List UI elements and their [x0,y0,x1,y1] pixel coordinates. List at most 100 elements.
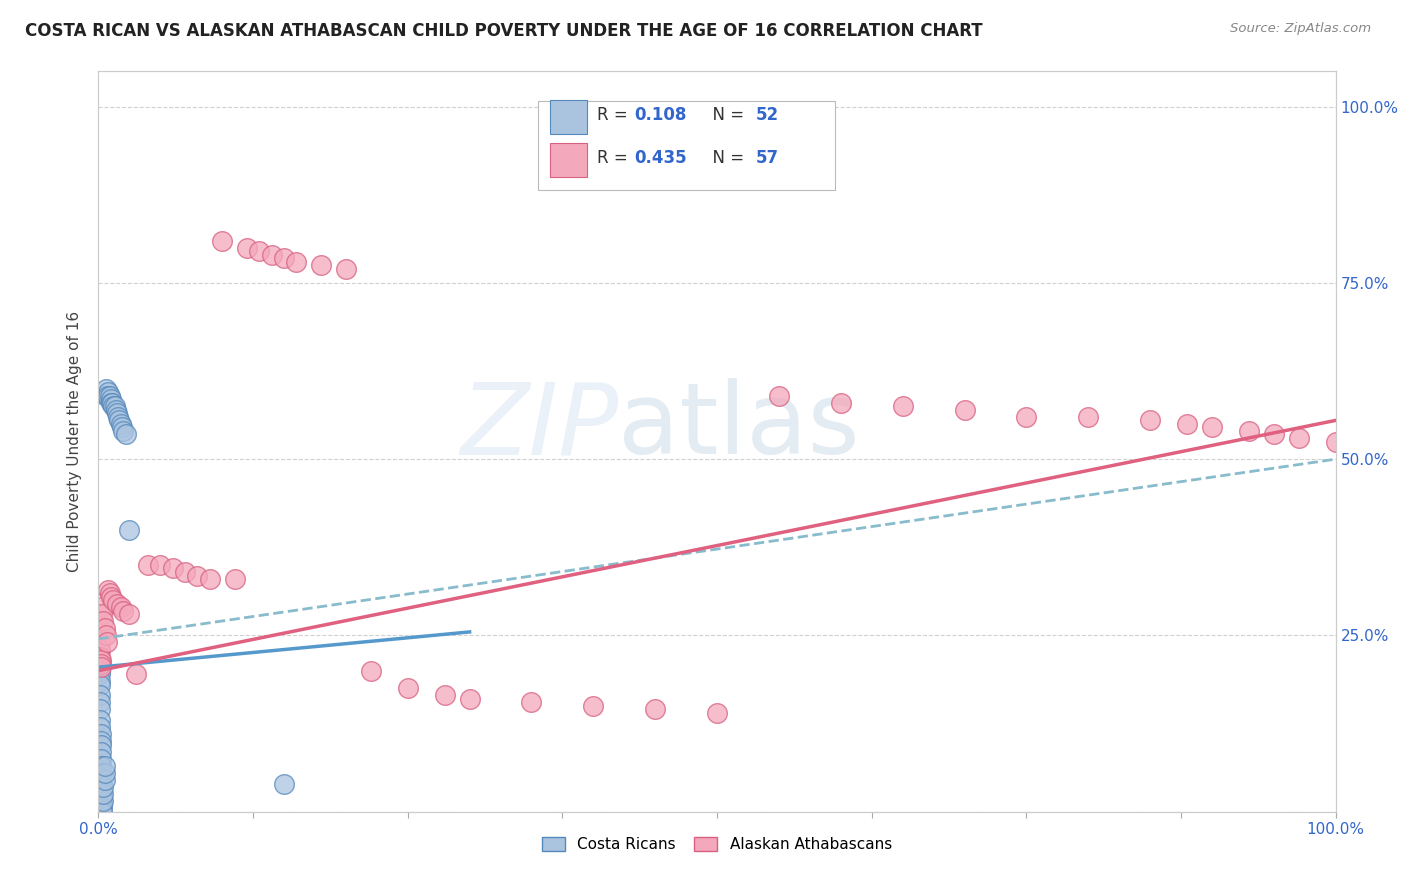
Point [89,657,111,671]
Point [1175,417,1198,431]
Point [108,413,131,427]
Point [94,389,117,403]
Point [112,604,135,618]
Point [1139,413,1161,427]
Point [90,771,112,785]
Text: atlas: atlas [619,378,859,475]
Point [97,582,120,597]
Point [96,389,118,403]
Point [96,635,118,649]
Point [285,254,308,268]
Point [110,417,132,431]
Point [89,642,111,657]
Point [89,649,111,664]
Point [1201,420,1223,434]
Point [110,600,132,615]
Point [104,402,127,417]
Point [1288,431,1310,445]
Point [260,248,283,262]
Text: 52: 52 [755,106,779,124]
Text: N =: N = [702,149,749,167]
Point [582,698,605,713]
Point [768,389,790,403]
Point [103,399,125,413]
Point [90,752,112,766]
Text: R =: R = [598,149,633,167]
Point [107,409,129,424]
Point [89,664,111,678]
Point [520,695,543,709]
Point [891,399,914,413]
Point [458,692,481,706]
Text: 57: 57 [755,149,779,167]
Point [89,713,111,727]
Point [174,565,197,579]
Point [360,664,382,678]
Point [706,706,728,720]
Point [90,734,112,748]
Point [93,615,115,629]
Point [103,593,125,607]
Point [100,392,122,407]
Point [112,424,135,438]
Point [89,695,111,709]
Point [94,382,117,396]
Point [211,234,233,248]
Point [91,797,114,812]
Point [91,607,114,622]
Point [93,621,115,635]
Point [91,785,114,799]
Point [247,244,270,259]
Point [93,759,115,773]
Point [198,572,221,586]
Point [103,399,125,413]
Point [89,667,111,681]
Point [98,586,121,600]
Point [89,689,111,703]
FancyBboxPatch shape [537,101,835,190]
FancyBboxPatch shape [550,100,588,135]
Text: N =: N = [702,106,749,124]
Text: 0.108: 0.108 [634,106,686,124]
Point [236,241,259,255]
Point [91,600,114,615]
Text: COSTA RICAN VS ALASKAN ATHABASCAN CHILD POVERTY UNDER THE AGE OF 16 CORRELATION : COSTA RICAN VS ALASKAN ATHABASCAN CHILD … [25,22,983,40]
Point [114,427,136,442]
Point [105,406,128,420]
Point [93,794,115,808]
Point [90,745,112,759]
Point [93,766,115,780]
Y-axis label: Child Poverty Under the Age of 16: Child Poverty Under the Age of 16 [67,311,83,572]
Text: ZIP: ZIP [460,378,619,475]
Legend: Costa Ricans, Alaskan Athabascans: Costa Ricans, Alaskan Athabascans [534,830,900,860]
Point [93,772,115,787]
Point [273,251,295,265]
Point [335,261,357,276]
Point [118,607,141,622]
Point [100,590,122,604]
Point [1015,409,1038,424]
Point [91,801,114,815]
Point [118,523,141,537]
Point [97,389,120,403]
Point [149,558,172,572]
Point [1263,427,1285,442]
Point [101,396,124,410]
Point [98,389,121,403]
Point [433,689,456,703]
Point [89,674,111,689]
Point [89,678,111,692]
Point [89,635,111,649]
Point [90,657,112,671]
FancyBboxPatch shape [550,144,588,178]
Point [1077,409,1099,424]
Point [91,805,114,819]
Point [91,790,114,805]
Point [90,766,112,780]
Point [224,572,246,586]
Point [90,727,112,741]
Point [396,681,419,696]
Point [1324,434,1347,449]
Point [1237,424,1260,438]
Point [90,759,112,773]
